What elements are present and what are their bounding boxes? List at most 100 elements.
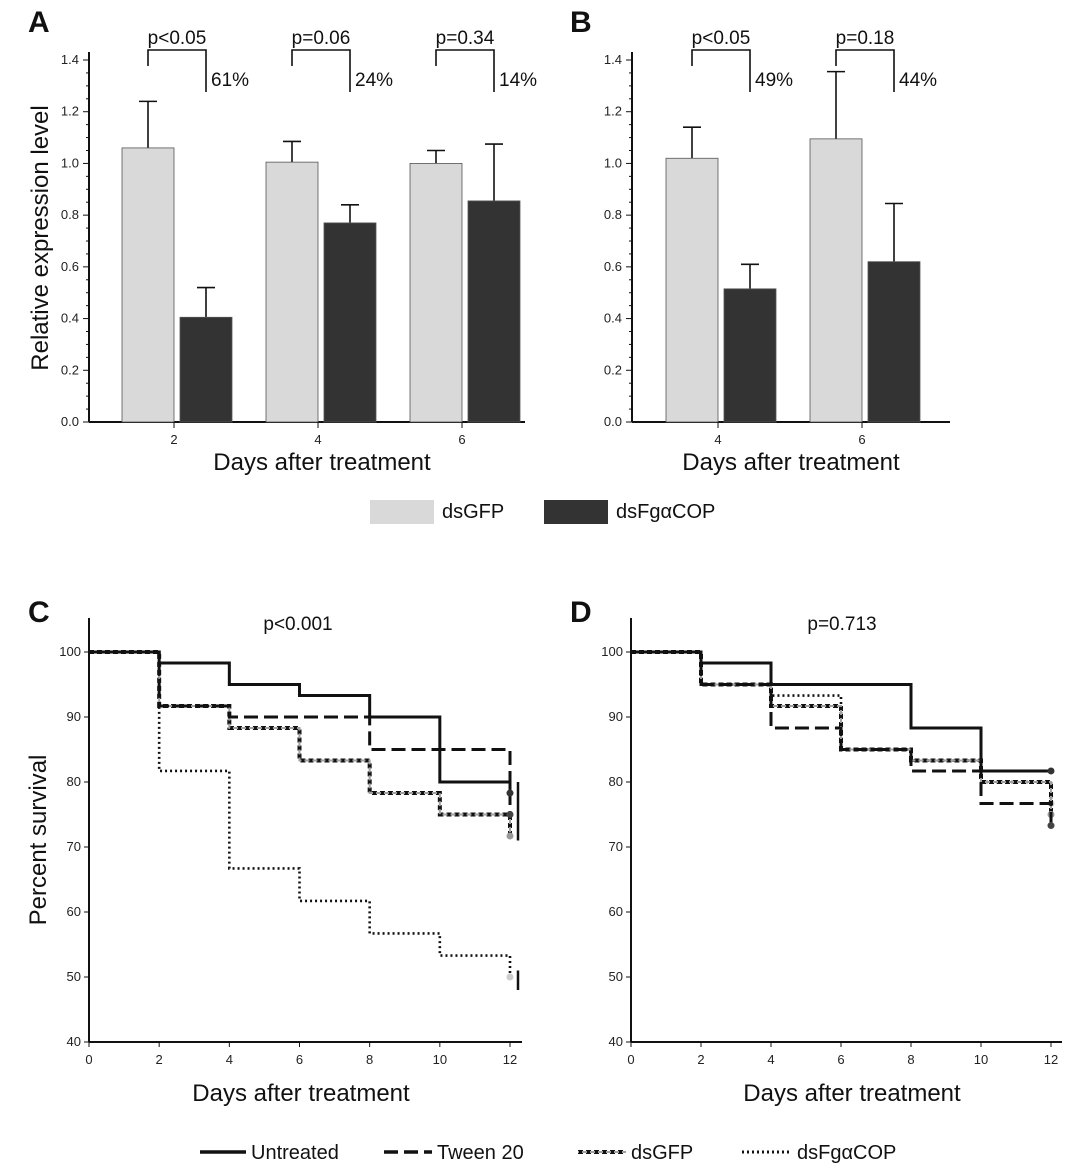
ylabel-c: Percent survival: [25, 755, 52, 926]
xtick-label-c: 6: [296, 1052, 303, 1067]
xtick-label-d: 8: [907, 1052, 914, 1067]
ytick-label-a: 0.8: [61, 207, 79, 222]
bar-legend: dsGFP dsFgαCOP: [370, 500, 715, 524]
panel-label-b: B: [570, 6, 592, 39]
p-value-b: p=0.18: [836, 28, 895, 49]
ytick-label-d: 60: [609, 904, 623, 919]
xtick-label-c: 2: [156, 1052, 163, 1067]
p-value-a: p<0.05: [148, 28, 207, 49]
p-value-a: p=0.34: [436, 28, 495, 49]
ytick-label-a: 0.0: [61, 414, 79, 429]
xtick-label-d: 2: [697, 1052, 704, 1067]
plots: 0.00.20.40.60.81.01.21.42p<0.0561%4p=0.0…: [59, 28, 1062, 1067]
xtick-label-a: 2: [170, 432, 177, 447]
bar-a-dsgfp: [265, 161, 319, 423]
survival-line-c-dsgfp-overlay: [89, 651, 511, 836]
censor-marker-c: [506, 811, 514, 818]
legend-label-dsfgacop-line: dsFgαCOP: [797, 1142, 896, 1164]
bar-a-dsfgacop: [179, 316, 233, 423]
bar-b-dsgfp: [665, 157, 719, 423]
title-c: p<0.001: [263, 614, 332, 635]
legend-swatch-dsgfp: [370, 500, 434, 524]
xlabel-a: Days after treatment: [213, 449, 431, 476]
legend-swatch-dsfgacop: [544, 500, 608, 524]
ytick-label-b: 1.0: [604, 155, 622, 170]
xtick-label-d: 0: [627, 1052, 634, 1067]
censor-marker-c: [506, 789, 514, 797]
survival-line-c-untreated: [89, 650, 512, 794]
ytick-label-a: 1.4: [61, 52, 79, 67]
legend-label-tween20: Tween 20: [437, 1142, 524, 1164]
ytick-label-c: 70: [67, 839, 81, 854]
bar-a-dsgfp: [121, 147, 175, 423]
p-value-a: p=0.06: [292, 28, 351, 49]
sig-bracket-a: [435, 49, 495, 92]
ytick-label-d: 70: [609, 839, 623, 854]
bar-b-dsfgacop: [867, 261, 921, 423]
reduction-label-a: 24%: [355, 70, 393, 91]
xtick-label-c: 10: [433, 1052, 447, 1067]
xtick-label-b: 6: [858, 432, 865, 447]
ytick-label-b: 1.4: [604, 52, 622, 67]
xtick-label-c: 12: [503, 1052, 517, 1067]
legend-label-dsgfp-line: dsGFP: [631, 1142, 693, 1164]
sig-bracket-b: [835, 49, 895, 92]
sig-bracket-a: [147, 49, 207, 92]
legend-label-dsgfp: dsGFP: [442, 501, 504, 523]
ytick-label-c: 60: [67, 904, 81, 919]
panel-label-a: A: [28, 6, 50, 39]
xtick-label-c: 8: [366, 1052, 373, 1067]
ytick-label-b: 1.2: [604, 104, 622, 119]
ytick-label-b: 0.8: [604, 207, 622, 222]
xtick-label-c: 0: [85, 1052, 92, 1067]
xlabel-c: Days after treatment: [192, 1080, 410, 1107]
ytick-label-b: 0.2: [604, 362, 622, 377]
xtick-label-a: 4: [314, 432, 321, 447]
reduction-label-a: 14%: [499, 70, 537, 91]
survival-line-d-untreated: [631, 650, 1051, 773]
ytick-label-d: 90: [609, 709, 623, 724]
ytick-label-a: 1.0: [61, 155, 79, 170]
panel-label-c: C: [28, 596, 50, 629]
xlabel-b: Days after treatment: [682, 449, 900, 476]
ytick-label-a: 1.2: [61, 104, 79, 119]
panel-label-d: D: [570, 596, 592, 629]
ytick-label-c: 80: [67, 774, 81, 789]
sig-bracket-b: [691, 49, 751, 92]
sig-bracket-a: [291, 49, 351, 92]
bar-a-dsfgacop: [467, 200, 521, 423]
ytick-label-c: 50: [67, 969, 81, 984]
bar-a-dsgfp: [409, 163, 463, 423]
ytick-label-d: 50: [609, 969, 623, 984]
ytick-label-a: 0.4: [61, 311, 79, 326]
censor-marker-d: [1047, 822, 1055, 830]
ytick-label-c: 90: [67, 709, 81, 724]
xlabel-d: Days after treatment: [743, 1080, 961, 1107]
xtick-label-d: 10: [974, 1052, 988, 1067]
survival-line-c-tween20: [89, 650, 512, 815]
survival-line-d-tween20: [631, 650, 1053, 826]
line-legend: Untreated Tween 20 dsGFP dsFgαCOP: [200, 1142, 896, 1164]
ytick-label-c: 40: [67, 1034, 81, 1049]
reduction-label-b: 49%: [755, 70, 793, 91]
ytick-label-d: 80: [609, 774, 623, 789]
xtick-label-c: 4: [226, 1052, 233, 1067]
xtick-label-d: 4: [767, 1052, 774, 1067]
ytick-label-a: 0.2: [61, 362, 79, 377]
censor-marker-d: [1047, 767, 1055, 775]
ytick-label-b: 0.6: [604, 259, 622, 274]
reduction-label-b: 44%: [899, 70, 937, 91]
ytick-label-b: 0.0: [604, 414, 622, 429]
bar-b-dsgfp: [809, 138, 863, 423]
ytick-label-c: 100: [59, 644, 81, 659]
xtick-label-d: 12: [1044, 1052, 1058, 1067]
xtick-label-a: 6: [458, 432, 465, 447]
legend-label-untreated: Untreated: [251, 1142, 339, 1164]
ytick-label-b: 0.4: [604, 311, 622, 326]
censor-marker-c: [506, 832, 514, 840]
title-d: p=0.713: [807, 614, 876, 635]
ylabel-a: Relative expression level: [27, 105, 54, 370]
reduction-label-a: 61%: [211, 70, 249, 91]
p-value-b: p<0.05: [692, 28, 751, 49]
